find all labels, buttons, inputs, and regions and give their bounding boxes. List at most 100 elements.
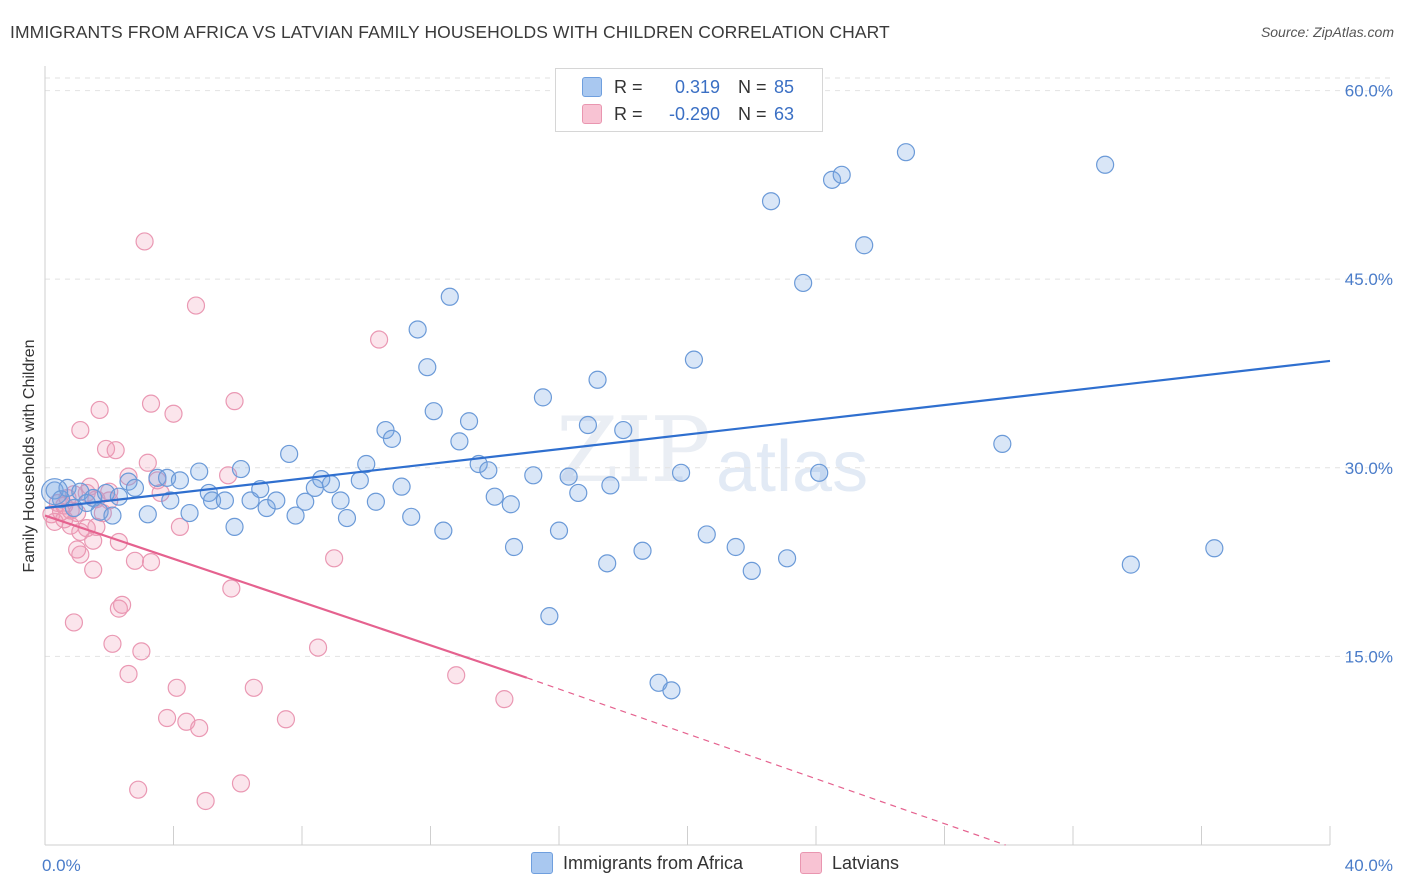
source-credit: Source: ZipAtlas.com: [1260, 24, 1394, 40]
africa-point: [109, 487, 128, 506]
africa-point: [761, 192, 781, 211]
legend-row-africa: R = 0.319 N = 85: [582, 75, 794, 99]
africa-point: [337, 508, 357, 528]
chart-title: IMMIGRANTS FROM AFRICA VS LATVIAN FAMILY…: [10, 22, 890, 42]
latvians-point: [308, 638, 328, 657]
africa-point: [180, 503, 199, 523]
africa-point: [286, 506, 305, 525]
africa-point: [202, 491, 222, 510]
latvians-point: [138, 453, 157, 472]
africa-point: [633, 541, 652, 560]
watermark-atlas: atlas: [716, 427, 869, 507]
africa-point: [148, 468, 167, 487]
correlation-legend: R = 0.319 N = 85 R = -0.290 N = 63: [555, 68, 823, 132]
latvians-point: [109, 532, 128, 552]
africa-point: [810, 463, 829, 482]
africa-point: [896, 143, 916, 162]
africa-point: [697, 525, 716, 544]
latvians-trend-line: [44, 514, 528, 679]
y-tick-label: 60.0%: [1345, 82, 1393, 101]
latvians-point: [325, 549, 344, 568]
latvians-trend-extension: [526, 677, 1006, 846]
latvians-point: [222, 579, 241, 598]
africa-point: [726, 537, 745, 557]
africa-point: [402, 507, 421, 526]
africa-point: [855, 236, 874, 255]
africa-point: [578, 415, 598, 435]
y-tick-label: 15.0%: [1345, 647, 1393, 666]
series-label-africa: Immigrants from Africa: [563, 852, 744, 873]
africa-point: [485, 487, 504, 506]
latvians-point: [61, 516, 80, 535]
legend-n-label: N =: [738, 76, 767, 97]
africa-point: [161, 491, 180, 510]
africa-point: [742, 561, 761, 580]
africa-point: [231, 459, 251, 479]
latvians-point: [225, 392, 244, 411]
legend-r-label: R =: [614, 103, 643, 124]
series-swatch-africa: [531, 852, 553, 874]
latvians-point: [129, 780, 148, 799]
africa-point: [598, 554, 617, 573]
africa-point: [614, 420, 633, 440]
africa-point: [408, 320, 427, 339]
latvians-point: [167, 678, 186, 697]
latvians-point: [244, 678, 263, 697]
africa-point: [1205, 539, 1224, 558]
africa-point: [434, 521, 453, 540]
africa-point: [280, 444, 299, 464]
series-label-latvians: Latvians: [832, 852, 900, 873]
series-legend-latvians: Latvians: [800, 852, 899, 874]
africa-point: [501, 495, 520, 514]
africa-point: [684, 350, 704, 369]
latvians-point: [447, 666, 466, 685]
latvians-point: [103, 634, 122, 653]
africa-point: [533, 388, 553, 407]
latvians-point: [141, 552, 161, 572]
africa-point: [832, 165, 851, 184]
latvians-point: [125, 551, 145, 570]
series-legend-africa: Immigrants from Africa: [531, 852, 743, 874]
africa-trend-line: [44, 359, 1331, 510]
latvians-point: [276, 710, 296, 729]
latvians-point: [112, 595, 132, 614]
africa-point: [225, 517, 244, 536]
africa-point: [1096, 155, 1115, 174]
x-tick-label: 40.0%: [1345, 856, 1393, 875]
africa-point: [559, 467, 578, 486]
africa-point: [504, 537, 524, 557]
africa-point: [366, 492, 385, 511]
latvians-point: [170, 517, 190, 536]
africa-point: [125, 478, 145, 498]
latvians-point: [68, 540, 87, 559]
series-swatch-latvians: [800, 852, 822, 874]
africa-point: [418, 358, 437, 377]
africa-point: [588, 370, 607, 389]
latvians-point: [64, 613, 84, 632]
africa-point: [215, 491, 234, 510]
legend-n-value: 63: [774, 103, 795, 124]
latvians-point: [135, 232, 154, 251]
africa-point: [357, 454, 376, 474]
africa-point: [190, 462, 209, 481]
africa-point: [601, 476, 620, 495]
africa-point: [424, 402, 443, 421]
africa-point: [41, 478, 69, 506]
latvians-point: [96, 439, 116, 459]
africa-point: [331, 491, 350, 510]
africa-point: [569, 483, 588, 503]
latvians-point: [71, 545, 90, 564]
series-legend: Immigrants from Africa Latvians: [0, 852, 1406, 878]
africa-point: [671, 463, 691, 482]
latvians-point: [84, 560, 103, 579]
latvians-point: [164, 404, 183, 423]
africa-point: [524, 466, 543, 485]
africa-point: [392, 477, 411, 496]
y-tick-label: 30.0%: [1345, 459, 1393, 478]
africa-point: [662, 681, 681, 700]
latvians-point: [190, 718, 209, 738]
africa-point: [993, 434, 1012, 453]
legend-swatch-africa: [582, 77, 602, 97]
legend-r-value: -0.290: [668, 103, 720, 124]
